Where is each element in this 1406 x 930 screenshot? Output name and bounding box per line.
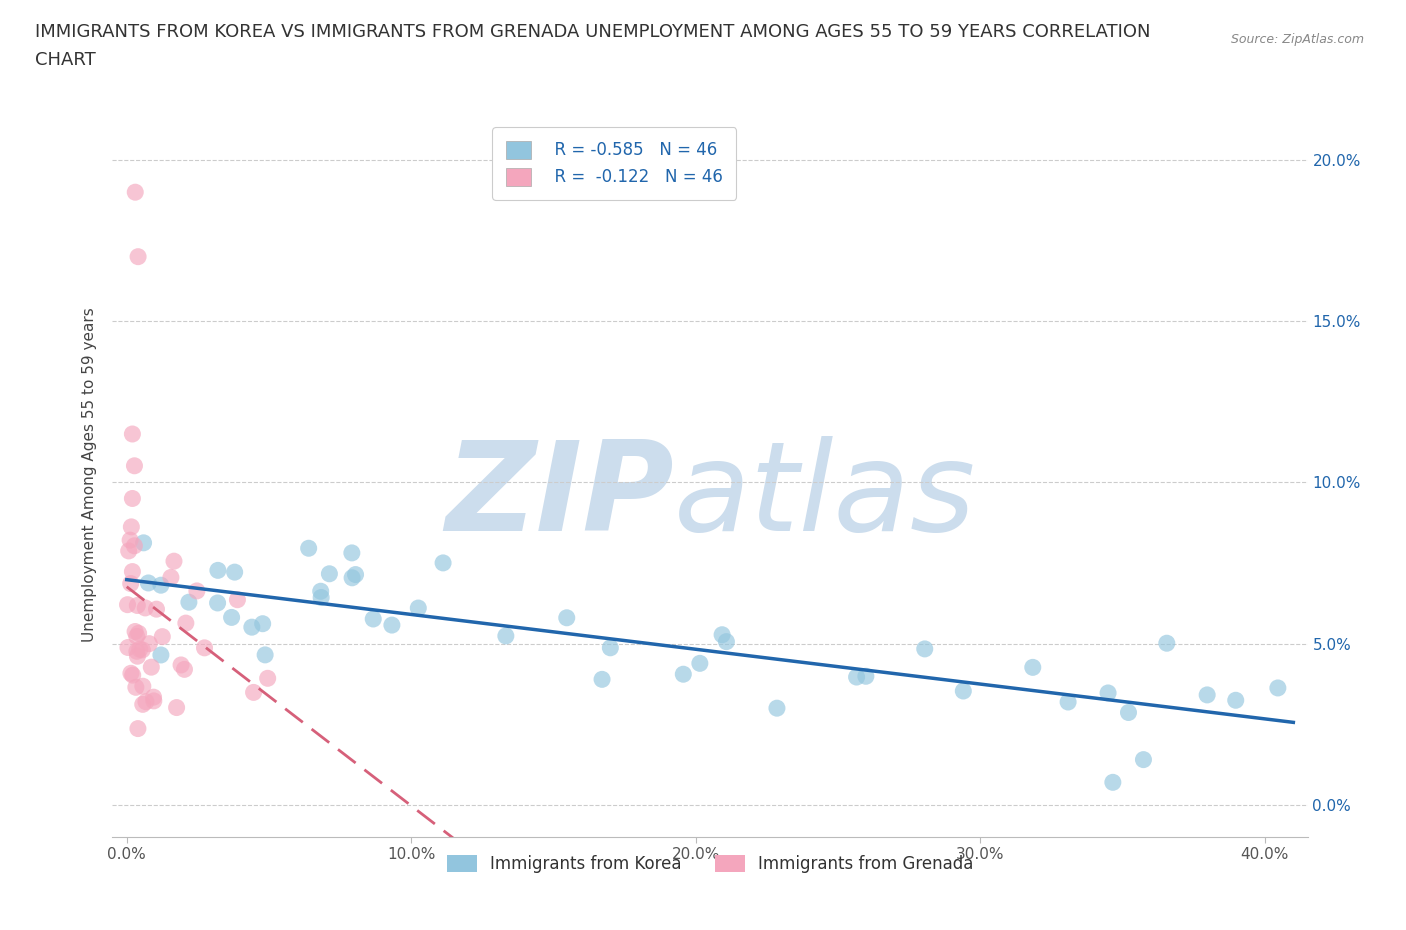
Point	[124, 624, 146, 639]
Point	[1118, 705, 1140, 720]
Point	[224, 565, 246, 579]
Point	[125, 629, 148, 644]
Point	[914, 642, 936, 657]
Text: IMMIGRANTS FROM KOREA VS IMMIGRANTS FROM GRENADA UNEMPLOYMENT AMONG AGES 55 TO 5: IMMIGRANTS FROM KOREA VS IMMIGRANTS FROM…	[35, 23, 1150, 41]
Point	[240, 619, 263, 634]
Point	[381, 618, 404, 632]
Point	[125, 680, 148, 695]
Point	[1101, 775, 1123, 790]
Point	[186, 583, 208, 598]
Point	[1197, 687, 1219, 702]
Point	[124, 185, 146, 200]
Point	[121, 427, 143, 442]
Point	[193, 641, 215, 656]
Point	[149, 647, 172, 662]
Point	[118, 543, 141, 558]
Point	[432, 555, 454, 570]
Point	[495, 629, 517, 644]
Point	[855, 669, 877, 684]
Point	[128, 626, 150, 641]
Point	[160, 570, 183, 585]
Point	[1156, 636, 1178, 651]
Point	[340, 546, 363, 561]
Point	[124, 458, 146, 473]
Point	[128, 642, 150, 657]
Point	[1022, 660, 1045, 675]
Point	[1225, 693, 1247, 708]
Point	[766, 700, 789, 715]
Point	[309, 584, 332, 599]
Point	[689, 656, 711, 671]
Point	[344, 567, 367, 582]
Text: ZIP: ZIP	[446, 435, 675, 556]
Point	[127, 249, 149, 264]
Point	[207, 563, 229, 578]
Point	[142, 690, 165, 705]
Point	[124, 538, 146, 553]
Point	[141, 659, 163, 674]
Point	[340, 570, 363, 585]
Point	[845, 670, 868, 684]
Point	[1267, 681, 1289, 696]
Point	[672, 667, 695, 682]
Point	[599, 641, 621, 656]
Point	[120, 533, 142, 548]
Point	[117, 597, 139, 612]
Point	[252, 617, 274, 631]
Point	[555, 610, 578, 625]
Point	[254, 647, 277, 662]
Text: CHART: CHART	[35, 51, 96, 69]
Point	[117, 640, 139, 655]
Point	[174, 616, 197, 631]
Point	[221, 610, 243, 625]
Point	[408, 601, 430, 616]
Point	[1097, 685, 1119, 700]
Point	[135, 695, 157, 710]
Point	[132, 536, 155, 551]
Point	[318, 566, 340, 581]
Point	[134, 601, 156, 616]
Point	[1132, 752, 1154, 767]
Text: Source: ZipAtlas.com: Source: ZipAtlas.com	[1230, 33, 1364, 46]
Point	[127, 598, 149, 613]
Point	[132, 697, 155, 711]
Point	[120, 520, 142, 535]
Point	[138, 636, 160, 651]
Point	[120, 666, 142, 681]
Point	[127, 649, 149, 664]
Point	[242, 685, 264, 700]
Point	[121, 668, 143, 683]
Point	[173, 662, 195, 677]
Point	[952, 684, 974, 698]
Point	[145, 602, 167, 617]
Point	[163, 553, 186, 568]
Point	[150, 630, 173, 644]
Point	[132, 679, 155, 694]
Text: atlas: atlas	[675, 435, 976, 556]
Point	[166, 700, 188, 715]
Point	[711, 628, 734, 643]
Point	[309, 590, 332, 604]
Legend: Immigrants from Korea, Immigrants from Grenada: Immigrants from Korea, Immigrants from G…	[440, 848, 980, 880]
Y-axis label: Unemployment Among Ages 55 to 59 years: Unemployment Among Ages 55 to 59 years	[82, 307, 97, 642]
Point	[121, 565, 143, 579]
Point	[298, 541, 321, 556]
Point	[226, 592, 249, 607]
Point	[716, 634, 738, 649]
Point	[131, 643, 153, 658]
Point	[361, 612, 384, 627]
Point	[127, 721, 149, 736]
Point	[121, 491, 143, 506]
Point	[142, 694, 165, 709]
Point	[149, 578, 172, 592]
Point	[177, 595, 200, 610]
Point	[256, 671, 278, 685]
Point	[125, 644, 148, 658]
Point	[1057, 695, 1080, 710]
Point	[207, 595, 229, 610]
Point	[120, 577, 142, 591]
Point	[170, 658, 193, 672]
Point	[138, 576, 160, 591]
Point	[591, 671, 613, 686]
